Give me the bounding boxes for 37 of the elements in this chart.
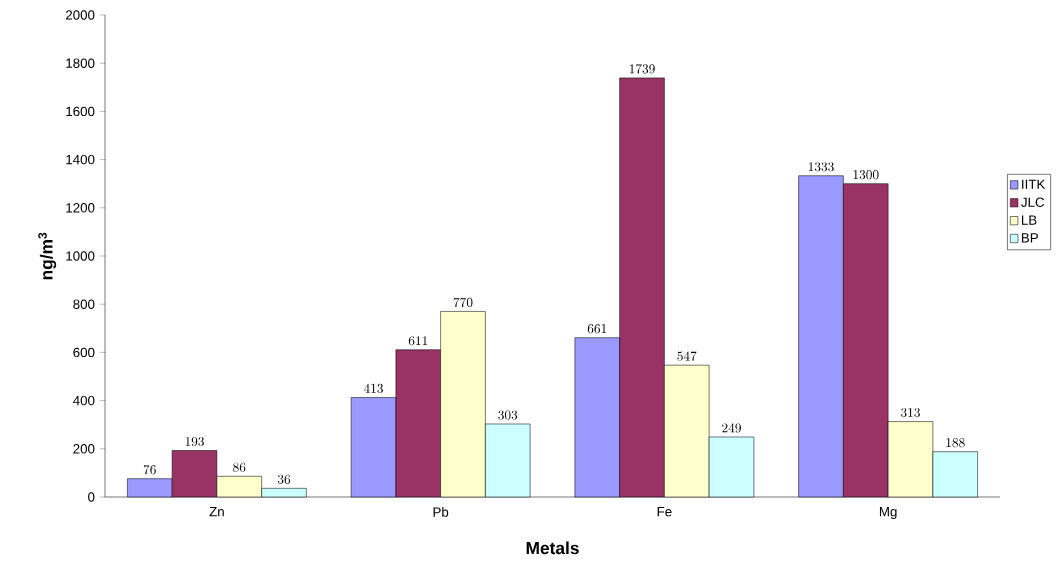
data-label: 1333 — [808, 162, 834, 172]
y-tick-label: 1200 — [66, 203, 95, 213]
legend-label: IITK — [1022, 179, 1046, 189]
y-tick-label: 2000 — [65, 10, 95, 20]
y-tick-label: 1600 — [66, 106, 95, 117]
data-label: 193 — [185, 436, 204, 447]
y-tick-label: 200 — [73, 444, 95, 454]
y-tick-label: 1400 — [66, 154, 95, 165]
data-label: 76 — [143, 464, 156, 475]
data-label: 547 — [677, 351, 697, 361]
y-tick-label: 1000 — [66, 251, 95, 261]
data-label: 36 — [277, 474, 291, 484]
data-label: 661 — [587, 324, 607, 334]
x-tick-label: Pb — [433, 507, 449, 517]
y-tick-label: 0 — [88, 492, 95, 502]
x-tick-label: Mg — [879, 507, 897, 519]
x-tick-label: Zn — [209, 507, 224, 517]
data-label: 770 — [453, 297, 473, 308]
data-label: 188 — [946, 438, 965, 448]
y-tick-label: 600 — [73, 347, 95, 358]
y-tick-label: 1800 — [66, 58, 95, 68]
data-label: 303 — [498, 410, 518, 420]
legend-label: BP — [1021, 233, 1038, 243]
legend-label: JLC — [1021, 197, 1045, 207]
data-label: 249 — [722, 423, 741, 433]
data-label: 313 — [901, 407, 920, 418]
data-label: 1739 — [629, 64, 655, 74]
data-label: 611 — [408, 336, 428, 346]
data-label: 86 — [233, 462, 246, 472]
data-label: 413 — [363, 383, 383, 394]
x-tick-label: Fe — [657, 507, 672, 517]
y-tick-label: 800 — [73, 299, 95, 309]
data-label: 1300 — [853, 170, 879, 180]
x-axis-title: Metals — [526, 541, 579, 555]
y-tick-label: 400 — [73, 395, 95, 406]
legend-label: LB — [1021, 215, 1037, 225]
y-axis-title: ng/m$^{3}$ — [38, 232, 57, 280]
